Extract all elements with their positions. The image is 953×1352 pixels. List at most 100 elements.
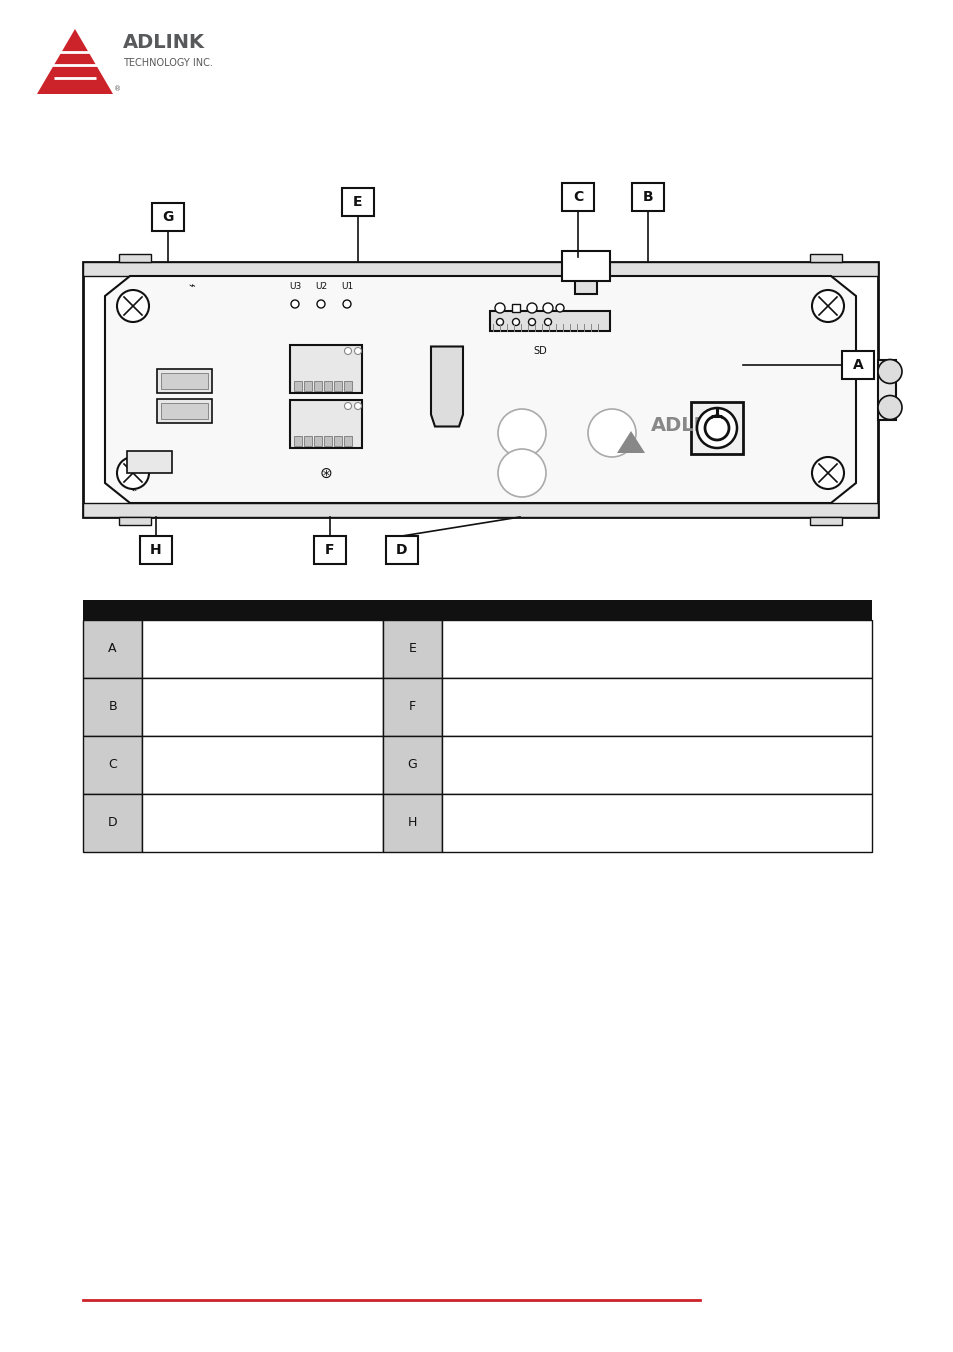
Bar xyxy=(382,621,441,677)
Text: G: G xyxy=(162,210,173,224)
Text: G: G xyxy=(407,758,416,772)
Text: U3: U3 xyxy=(289,283,301,291)
Bar xyxy=(314,381,322,391)
Text: D: D xyxy=(108,817,117,830)
Circle shape xyxy=(512,319,519,326)
Bar xyxy=(294,435,302,446)
Bar xyxy=(83,677,142,735)
Bar xyxy=(142,677,382,735)
Text: B: B xyxy=(642,191,653,204)
Bar xyxy=(809,516,841,525)
Circle shape xyxy=(355,403,361,410)
Bar xyxy=(441,735,871,794)
Bar xyxy=(83,262,877,516)
Bar xyxy=(314,435,322,446)
Circle shape xyxy=(316,300,325,308)
Text: E: E xyxy=(353,195,362,210)
Bar xyxy=(324,435,332,446)
Bar xyxy=(344,381,352,391)
Bar xyxy=(294,381,302,391)
Bar xyxy=(83,262,877,276)
Circle shape xyxy=(877,360,901,384)
Text: E: E xyxy=(408,642,416,656)
Bar xyxy=(83,735,142,794)
Circle shape xyxy=(811,457,843,489)
Bar xyxy=(127,452,172,473)
Bar xyxy=(119,516,151,525)
Bar xyxy=(157,369,212,393)
Text: SD: SD xyxy=(533,346,546,356)
Text: H: H xyxy=(407,817,416,830)
Circle shape xyxy=(544,319,551,326)
Bar xyxy=(441,677,871,735)
Circle shape xyxy=(496,319,503,326)
Bar xyxy=(382,794,441,852)
Text: ®: ® xyxy=(113,87,121,92)
Circle shape xyxy=(495,303,504,314)
Bar xyxy=(83,621,142,677)
Circle shape xyxy=(587,410,636,457)
Bar xyxy=(119,254,151,262)
Bar xyxy=(161,403,208,419)
Circle shape xyxy=(497,449,545,498)
Bar xyxy=(877,360,895,419)
Bar xyxy=(441,794,871,852)
Polygon shape xyxy=(37,28,112,95)
Text: ⌁: ⌁ xyxy=(189,283,195,292)
Text: C: C xyxy=(572,191,582,204)
Circle shape xyxy=(355,347,361,354)
Bar xyxy=(83,794,142,852)
Text: F: F xyxy=(409,700,416,714)
Circle shape xyxy=(343,300,351,308)
Circle shape xyxy=(344,403,351,410)
Circle shape xyxy=(697,408,737,448)
Bar xyxy=(157,399,212,423)
Circle shape xyxy=(344,347,351,354)
Bar xyxy=(140,535,172,564)
Text: C: C xyxy=(108,758,117,772)
Text: ⌁: ⌁ xyxy=(130,485,135,495)
Bar xyxy=(83,600,871,621)
Bar xyxy=(304,381,312,391)
Circle shape xyxy=(556,304,563,312)
Circle shape xyxy=(877,396,901,419)
Circle shape xyxy=(117,457,149,489)
Bar xyxy=(290,345,361,393)
Circle shape xyxy=(811,289,843,322)
Circle shape xyxy=(528,319,535,326)
Text: H: H xyxy=(150,544,162,557)
Text: ADLINK: ADLINK xyxy=(123,32,205,51)
Bar xyxy=(344,435,352,446)
Bar xyxy=(314,535,346,564)
Bar xyxy=(690,402,742,454)
Bar xyxy=(841,352,873,379)
Bar xyxy=(575,276,597,293)
Polygon shape xyxy=(105,276,855,503)
Bar xyxy=(809,254,841,262)
Text: ADLINK: ADLINK xyxy=(650,416,732,435)
Bar xyxy=(561,251,609,281)
Bar xyxy=(382,735,441,794)
Bar xyxy=(334,381,341,391)
Text: D: D xyxy=(395,544,407,557)
Text: A: A xyxy=(852,358,862,372)
Text: B: B xyxy=(108,700,117,714)
Bar xyxy=(161,373,208,389)
Bar xyxy=(142,735,382,794)
Bar xyxy=(324,381,332,391)
Text: U1: U1 xyxy=(340,283,353,291)
Bar xyxy=(304,435,312,446)
Bar xyxy=(561,183,594,211)
Circle shape xyxy=(497,410,545,457)
Bar xyxy=(382,677,441,735)
Circle shape xyxy=(542,303,553,314)
Bar xyxy=(83,503,877,516)
Bar xyxy=(290,400,361,448)
Text: U2: U2 xyxy=(314,283,327,291)
Bar xyxy=(334,435,341,446)
Text: ⊛: ⊛ xyxy=(319,466,332,481)
Bar xyxy=(152,203,184,231)
Bar xyxy=(341,188,374,216)
Bar xyxy=(490,311,609,331)
Circle shape xyxy=(291,300,298,308)
